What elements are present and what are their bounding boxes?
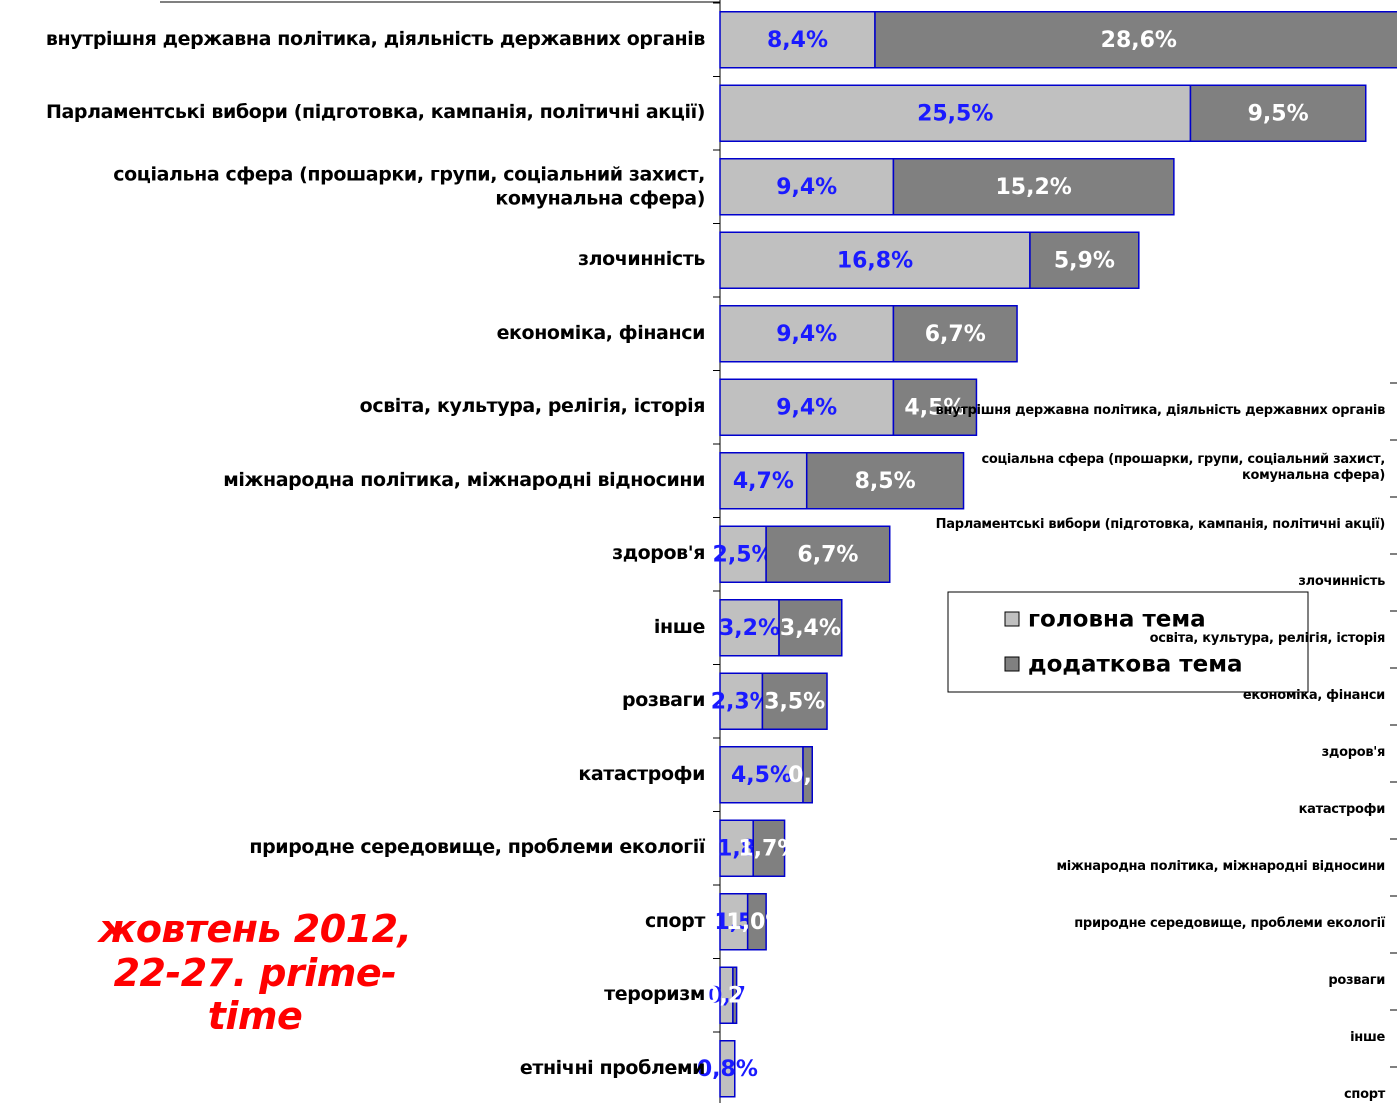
value-label: 15,2% — [995, 175, 1071, 200]
value-label: 4,5% — [904, 395, 965, 420]
category-label: освіта, культура, релігія, історія — [359, 395, 706, 418]
category-label: розваги — [622, 689, 705, 712]
value-label: 2,3% — [711, 689, 772, 714]
category-label: соціальна сфера (прошарки, групи, соціал… — [113, 163, 705, 209]
category-label: економіка, фінанси — [496, 321, 706, 344]
category-label: соціальна сфера (прошарки, групи, соціал… — [981, 451, 1386, 483]
value-label: 8,4% — [767, 28, 828, 53]
bar — [874, 11, 1397, 69]
category-label: внутрішня державна політика, діяльність … — [935, 402, 1386, 418]
value-label: 3,4% — [780, 616, 841, 641]
bar — [719, 11, 876, 69]
value-label: 2,5% — [713, 542, 774, 567]
legend-swatch — [1004, 656, 1020, 672]
bar — [778, 599, 843, 657]
legend-label: головна тема — [1028, 607, 1206, 633]
category-label: здоров'я — [1321, 744, 1386, 760]
value-label: 0,2% — [704, 983, 765, 1008]
value-label: 5,9% — [1054, 248, 1115, 273]
legend-box — [947, 591, 1309, 693]
value-label: 9,4% — [776, 175, 837, 200]
value-label: 16,8% — [837, 248, 913, 273]
category-label: природне середовище, проблеми екології — [249, 836, 705, 859]
value-label: 4,7% — [733, 469, 794, 494]
bar — [719, 452, 808, 510]
value-label: 28,6% — [1101, 28, 1177, 53]
bar — [761, 672, 828, 730]
bar — [1029, 231, 1140, 289]
category-label: тероризм — [604, 983, 705, 1006]
bar — [892, 378, 978, 436]
category-label: катастрофи — [1298, 801, 1386, 817]
bar — [719, 525, 767, 583]
category-label: злочинність — [577, 248, 705, 271]
category-label: спорт — [1344, 1086, 1385, 1102]
value-label: 9,4% — [776, 395, 837, 420]
bar — [892, 305, 1018, 363]
category-label: освіта, культура, релігія, історія — [1149, 630, 1386, 646]
value-label: 4,5% — [731, 763, 792, 788]
value-label: 0,7 — [707, 983, 746, 1008]
category-label: Парламентські вибори (підготовка, кампан… — [46, 101, 705, 124]
bar — [732, 966, 738, 1024]
category-label: катастрофи — [578, 762, 705, 785]
category-label: розваги — [1328, 972, 1385, 988]
category-label: етнічні проблеми — [519, 1056, 706, 1079]
value-label: 8,5% — [855, 469, 916, 494]
category-label: спорт — [644, 909, 705, 932]
value-label: 6,7% — [925, 322, 986, 347]
category-label: міжнародна політика, міжнародні відносин… — [1056, 858, 1385, 874]
bar — [805, 452, 965, 510]
category-label: здоров'я — [612, 542, 705, 565]
bar — [765, 525, 891, 583]
bar — [719, 158, 895, 216]
category-label: економіка, фінанси — [1242, 687, 1385, 703]
bar — [746, 893, 767, 951]
bar — [802, 746, 814, 804]
bar — [752, 819, 786, 877]
value-label: 3,5% — [764, 689, 825, 714]
bar — [719, 746, 804, 804]
legend-swatch — [1004, 611, 1020, 627]
value-label: 25,5% — [917, 101, 993, 126]
value-label: 1,0% — [726, 910, 787, 935]
value-label: 1,5 — [714, 910, 753, 935]
category-label: інше — [653, 615, 706, 638]
bar — [719, 819, 754, 877]
value-label: 6,7% — [797, 542, 858, 567]
value-label: 1,7% — [738, 836, 799, 861]
bar — [719, 231, 1031, 289]
value-label: 9,5% — [1248, 101, 1309, 126]
category-label: Парламентські вибори (підготовка, кампан… — [935, 516, 1386, 532]
value-label: 0,5 — [788, 763, 827, 788]
bar — [719, 378, 895, 436]
annotation: жовтень 2012, 22-27. prime- time — [98, 907, 412, 1039]
category-label: внутрішня державна політика, діяльність … — [45, 27, 706, 50]
value-label: 9,4% — [776, 322, 837, 347]
legend-label: додаткова тема — [1028, 652, 1243, 678]
bar — [892, 158, 1175, 216]
category-label: природне середовище, проблеми екології — [1074, 915, 1385, 931]
bar — [719, 1040, 736, 1098]
value-label: 0,8% — [697, 1057, 758, 1082]
bar — [1189, 84, 1367, 142]
category-label: злочинність — [1298, 573, 1385, 589]
value-label: 3,2% — [719, 616, 780, 641]
category-label: міжнародна політика, міжнародні відносин… — [223, 468, 705, 491]
category-label: інше — [1350, 1029, 1385, 1045]
value-label: 1,8 — [717, 836, 756, 861]
